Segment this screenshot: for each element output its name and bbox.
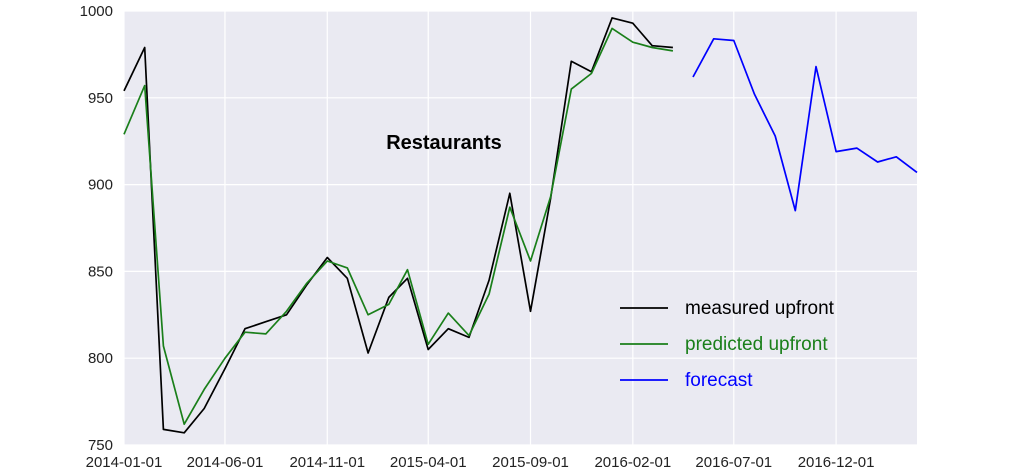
y-tick-label: 800: [88, 350, 113, 367]
y-tick-label: 1000: [80, 3, 113, 20]
x-tick-label: 2016-02-01: [594, 454, 671, 471]
y-tick-label: 750: [88, 437, 113, 454]
x-tick-label: 2016-07-01: [695, 454, 772, 471]
series-line-2: [692, 37, 918, 212]
y-axis-ticks: 750 800 850 900 950 1000: [80, 3, 113, 454]
x-axis-ticks: 2014-01-01 2014-06-01 2014-11-01 2015-04-01…: [86, 454, 875, 471]
legend-label: forecast: [685, 370, 753, 391]
y-tick-label: 850: [88, 263, 113, 280]
legend-label: measured upfront: [685, 298, 835, 319]
chart-annotation: Restaurants: [386, 132, 502, 154]
plot-background: [124, 11, 917, 445]
x-tick-label: 2015-04-01: [390, 454, 467, 471]
legend: measured upfront predicted upfront forecas…: [620, 298, 835, 391]
x-tick-label: 2016-12-01: [798, 454, 875, 471]
x-tick-label: 2014-01-01: [86, 454, 163, 471]
series-lines: [123, 17, 918, 434]
x-tick-label: 2014-11-01: [289, 454, 365, 471]
x-tick-label: 2015-09-01: [492, 454, 569, 471]
y-tick-label: 900: [88, 177, 113, 194]
y-tick-label: 950: [88, 90, 113, 107]
x-tick-label: 2014-06-01: [187, 454, 264, 471]
legend-label: predicted upfront: [685, 334, 828, 355]
series-line-1: [123, 27, 674, 426]
grid: [123, 10, 917, 446]
